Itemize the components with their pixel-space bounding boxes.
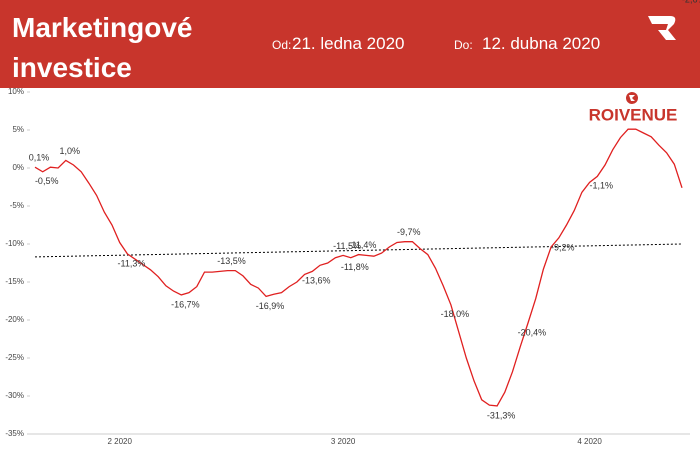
data-label: -18,0%	[441, 309, 470, 319]
data-label: -31,3%	[487, 410, 516, 420]
data-label: -20,4%	[518, 327, 547, 337]
data-label: -2,6%	[682, 0, 700, 4]
data-label: -11,4%	[349, 240, 377, 250]
brand-logo: ROIVENUE	[589, 92, 678, 124]
data-label: -11,5%	[333, 241, 361, 251]
y-tick-label: 10%	[8, 87, 24, 96]
y-tick-label: -10%	[5, 239, 24, 248]
y-tick-label: 5%	[12, 125, 24, 134]
data-label: 0,1%	[29, 153, 50, 163]
y-tick-label: -25%	[5, 353, 24, 362]
data-label: -11,3%	[117, 258, 145, 268]
title: Marketingové investice	[12, 12, 193, 83]
data-label: -1,1%	[590, 181, 614, 191]
x-tick-label: 3 2020	[331, 437, 356, 446]
x-tick-label: 4 2020	[577, 437, 602, 446]
y-tick-label: -35%	[5, 429, 24, 438]
header: Marketingové investice Od: 21. ledna 202…	[0, 0, 700, 88]
header-logo-icon	[648, 16, 676, 40]
from-label: Od:	[272, 38, 292, 52]
data-label: 1,0%	[60, 146, 81, 156]
y-tick-label: 0%	[12, 163, 24, 172]
data-label: -0,5%	[35, 176, 59, 186]
line-series	[34, 128, 683, 407]
y-tick-label: -15%	[5, 277, 24, 286]
data-label: -16,9%	[256, 301, 285, 311]
from-date: 21. ledna 2020	[292, 34, 405, 53]
to-label: Do:	[454, 38, 473, 52]
data-label: -13,6%	[302, 276, 331, 286]
data-label: -9,7%	[397, 227, 421, 237]
y-tick-label: -20%	[5, 315, 24, 324]
y-tick-label: -30%	[5, 391, 24, 400]
data-label: -13,5%	[217, 256, 246, 266]
data-label: -16,7%	[171, 299, 200, 309]
data-label: -11,8%	[341, 262, 369, 272]
y-tick-label: -5%	[10, 201, 24, 210]
brand-name: ROIVENUE	[589, 105, 678, 124]
data-label: -9,2%	[551, 242, 575, 252]
to-date: 12. dubna 2020	[482, 34, 601, 53]
x-tick-label: 2 2020	[107, 437, 132, 446]
